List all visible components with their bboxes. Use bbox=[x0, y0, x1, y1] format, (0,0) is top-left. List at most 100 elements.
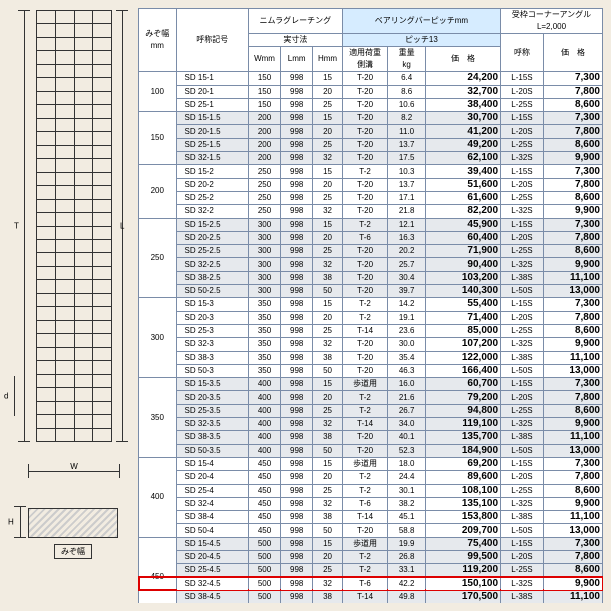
angle-name-cell: L-25S bbox=[501, 245, 544, 258]
h-mizo: みぞ幅 mm bbox=[139, 9, 177, 72]
w-cell: 300 bbox=[248, 218, 280, 231]
load-cell: T-20 bbox=[342, 152, 388, 165]
angle-name-cell: L-20S bbox=[501, 471, 544, 484]
name-cell: SD 15-4 bbox=[176, 457, 248, 470]
mizo-label: みぞ幅 bbox=[54, 544, 92, 559]
h-ang-name: 呼称 bbox=[501, 34, 544, 72]
angle-name-cell: L-15S bbox=[501, 112, 544, 125]
name-cell: SD 15-1 bbox=[176, 72, 248, 85]
table-row: 200SD 15-225099815T-210.339,400L-15S7,30… bbox=[139, 165, 603, 178]
w-cell: 350 bbox=[248, 364, 280, 377]
w-cell: 350 bbox=[248, 338, 280, 351]
angle-name-cell: L-32S bbox=[501, 577, 544, 590]
angle-name-cell: L-15S bbox=[501, 378, 544, 391]
l-cell: 998 bbox=[281, 537, 313, 550]
weight-cell: 19.1 bbox=[388, 311, 426, 324]
angle-name-cell: L-25S bbox=[501, 98, 544, 111]
h-cell: 25 bbox=[313, 138, 343, 151]
load-cell: 歩道用 bbox=[342, 537, 388, 550]
mizo-cell: 100 bbox=[139, 72, 177, 112]
l-cell: 998 bbox=[281, 258, 313, 271]
weight-cell: 40.1 bbox=[388, 431, 426, 444]
price-cell: 90,400 bbox=[425, 258, 500, 271]
w-cell: 150 bbox=[248, 72, 280, 85]
h-load: 適用荷重 側溝 bbox=[342, 47, 388, 72]
w-cell: 400 bbox=[248, 444, 280, 457]
w-cell: 350 bbox=[248, 324, 280, 337]
h-cell: 25 bbox=[313, 324, 343, 337]
h-cell: 20 bbox=[313, 471, 343, 484]
weight-cell: 34.0 bbox=[388, 418, 426, 431]
load-cell: T-14 bbox=[342, 511, 388, 524]
table-row: SD 25-1.520099825T-2013.749,200L-25S8,60… bbox=[139, 138, 603, 151]
spec-table: みぞ幅 mm 呼称記号 ニムラグレーチング ベアリングバーピッチmm 受枠コーナ… bbox=[138, 8, 603, 603]
h-ang-price: 価 格 bbox=[543, 34, 602, 72]
l-cell: 998 bbox=[281, 431, 313, 444]
h-cell: 15 bbox=[313, 298, 343, 311]
l-cell: 998 bbox=[281, 484, 313, 497]
h-cell: 20 bbox=[313, 85, 343, 98]
angle-price-cell: 13,000 bbox=[543, 285, 602, 298]
price-cell: 30,700 bbox=[425, 112, 500, 125]
w-cell: 250 bbox=[248, 178, 280, 191]
load-cell: T-2 bbox=[342, 564, 388, 577]
angle-price-cell: 8,600 bbox=[543, 191, 602, 204]
name-cell: SD 15-1.5 bbox=[176, 112, 248, 125]
weight-cell: 45.1 bbox=[388, 511, 426, 524]
angle-price-cell: 9,900 bbox=[543, 258, 602, 271]
l-cell: 998 bbox=[281, 231, 313, 244]
l-cell: 998 bbox=[281, 564, 313, 577]
w-cell: 400 bbox=[248, 391, 280, 404]
price-cell: 135,700 bbox=[425, 431, 500, 444]
load-cell: T-20 bbox=[342, 431, 388, 444]
w-cell: 250 bbox=[248, 205, 280, 218]
name-cell: SD 50-3.5 bbox=[176, 444, 248, 457]
name-cell: SD 32-4 bbox=[176, 497, 248, 510]
weight-cell: 30.1 bbox=[388, 484, 426, 497]
angle-name-cell: L-32S bbox=[501, 418, 544, 431]
h-cell: 15 bbox=[313, 218, 343, 231]
name-cell: SD 20-1.5 bbox=[176, 125, 248, 138]
h-cell: 20 bbox=[313, 391, 343, 404]
price-cell: 122,000 bbox=[425, 351, 500, 364]
table-row: 300SD 15-335099815T-214.255,400L-15S7,30… bbox=[139, 298, 603, 311]
load-cell: T-20 bbox=[342, 351, 388, 364]
table-row: SD 50-2.530099850T-2039.7140,300L-50S13,… bbox=[139, 285, 603, 298]
angle-price-cell: 7,300 bbox=[543, 72, 602, 85]
name-cell: SD 38-4.5 bbox=[176, 590, 248, 603]
angle-name-cell: L-50S bbox=[501, 364, 544, 377]
name-cell: SD 25-1 bbox=[176, 98, 248, 111]
load-cell: T-2 bbox=[342, 471, 388, 484]
price-cell: 107,200 bbox=[425, 338, 500, 351]
h-cell: 38 bbox=[313, 431, 343, 444]
angle-name-cell: L-32S bbox=[501, 497, 544, 510]
angle-price-cell: 7,300 bbox=[543, 218, 602, 231]
angle-name-cell: L-15S bbox=[501, 72, 544, 85]
l-cell: 998 bbox=[281, 404, 313, 417]
load-cell: 歩道用 bbox=[342, 457, 388, 470]
angle-name-cell: L-38S bbox=[501, 511, 544, 524]
weight-cell: 19.9 bbox=[388, 537, 426, 550]
price-cell: 55,400 bbox=[425, 298, 500, 311]
table-row: SD 32-445099832T-638.2135,100L-32S9,900 bbox=[139, 497, 603, 510]
price-cell: 62,100 bbox=[425, 152, 500, 165]
table-row: SD 20-3.540099820T-221.679,200L-20S7,800 bbox=[139, 391, 603, 404]
angle-name-cell: L-20S bbox=[501, 311, 544, 324]
load-cell: T-20 bbox=[342, 205, 388, 218]
angle-price-cell: 7,800 bbox=[543, 231, 602, 244]
price-cell: 99,500 bbox=[425, 550, 500, 563]
l-cell: 998 bbox=[281, 298, 313, 311]
h-cell: 50 bbox=[313, 364, 343, 377]
l-cell: 998 bbox=[281, 205, 313, 218]
w-cell: 150 bbox=[248, 98, 280, 111]
mizo-cell: 200 bbox=[139, 165, 177, 218]
h-cell: 38 bbox=[313, 351, 343, 364]
w-cell: 400 bbox=[248, 378, 280, 391]
l-cell: 998 bbox=[281, 550, 313, 563]
load-cell: 歩道用 bbox=[342, 378, 388, 391]
weight-cell: 39.7 bbox=[388, 285, 426, 298]
weight-cell: 13.7 bbox=[388, 138, 426, 151]
l-cell: 998 bbox=[281, 351, 313, 364]
price-cell: 71,900 bbox=[425, 245, 500, 258]
price-cell: 60,700 bbox=[425, 378, 500, 391]
